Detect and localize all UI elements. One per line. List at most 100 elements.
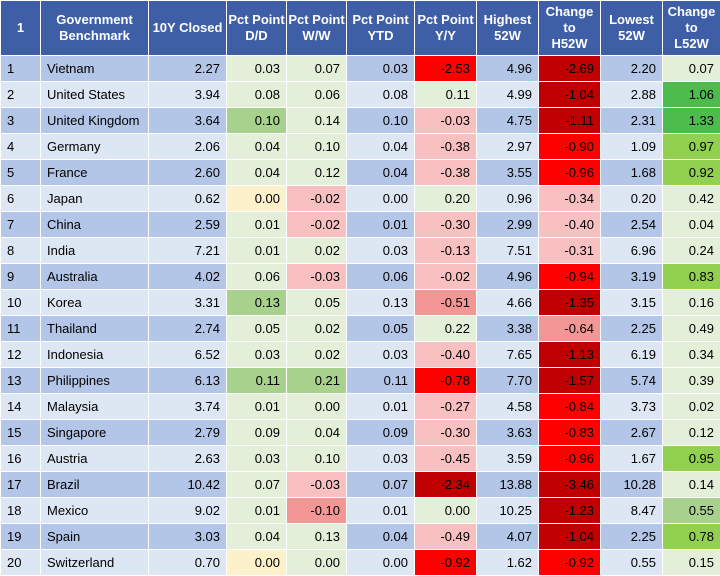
closed-10y: 3.94 [148,81,227,108]
table-row: 17 Brazil 10.42 0.07 -0.03 0.07 -2.34 13.88 -3.4… [0,471,720,498]
lowest-52w: 2.25 [600,523,663,550]
row-index: 12 [0,341,41,368]
closed-10y: 2.27 [148,55,227,82]
header-yy: Pct Point Y/Y [414,0,477,56]
change-h52w: -0.64 [538,315,601,342]
pct-yy: -0.13 [414,237,477,264]
pct-ww: -0.03 [286,471,347,498]
pct-ww: 0.02 [286,341,347,368]
change-l52w: 0.97 [662,133,720,160]
table-row: 7 China 2.59 0.01 -0.02 0.01 -0.30 2.99 -0.40 2.5… [0,211,720,238]
lowest-52w: 3.19 [600,263,663,290]
country-name: China [40,211,149,238]
row-index: 7 [0,211,41,238]
pct-dd: 0.09 [226,419,287,446]
table-row: 4 Germany 2.06 0.04 0.10 0.04 -0.38 2.97 -0.90 1.… [0,133,720,160]
pct-yy: -0.38 [414,133,477,160]
pct-ytd: 0.09 [346,419,415,446]
pct-ytd: 0.03 [346,341,415,368]
change-l52w: 0.78 [662,523,720,550]
change-l52w: 0.02 [662,393,720,420]
change-l52w: 0.12 [662,419,720,446]
header-high52: Highest 52W [476,0,539,56]
row-index: 14 [0,393,41,420]
pct-yy: -0.30 [414,419,477,446]
closed-10y: 2.06 [148,133,227,160]
change-l52w: 0.92 [662,159,720,186]
closed-10y: 3.03 [148,523,227,550]
header-index: 1 [0,0,41,56]
country-name: Indonesia [40,341,149,368]
change-h52w: -0.90 [538,133,601,160]
row-index: 6 [0,185,41,212]
change-h52w: -3.46 [538,471,601,498]
country-name: Switzerland [40,549,149,576]
row-index: 13 [0,367,41,394]
change-l52w: 0.16 [662,289,720,316]
change-h52w: -0.96 [538,159,601,186]
table-row: 8 India 7.21 0.01 0.02 0.03 -0.13 7.51 -0.31 6.96… [0,237,720,264]
header-ytd: Pct Point YTD [346,0,415,56]
country-name: Malaysia [40,393,149,420]
highest-52w: 3.55 [476,159,539,186]
country-name: Germany [40,133,149,160]
header-change-h52: Change to H52W [538,0,601,56]
pct-ww: 0.00 [286,393,347,420]
lowest-52w: 10.28 [600,471,663,498]
pct-yy: -0.27 [414,393,477,420]
lowest-52w: 2.54 [600,211,663,238]
table-row: 2 United States 3.94 0.08 0.06 0.08 0.11 4.99 -1… [0,81,720,108]
country-name: United States [40,81,149,108]
lowest-52w: 6.19 [600,341,663,368]
table-row: 5 France 2.60 0.04 0.12 0.04 -0.38 3.55 -0.96 1.6… [0,159,720,186]
pct-ww: 0.13 [286,523,347,550]
table-row: 9 Australia 4.02 0.06 -0.03 0.06 -0.02 4.96 -0.9… [0,263,720,290]
pct-ytd: 0.01 [346,211,415,238]
row-index: 16 [0,445,41,472]
change-h52w: -0.96 [538,445,601,472]
change-h52w: -0.94 [538,263,601,290]
header-benchmark: Government Benchmark [40,0,149,56]
change-l52w: 1.06 [662,81,720,108]
closed-10y: 2.79 [148,419,227,446]
lowest-52w: 2.25 [600,315,663,342]
change-h52w: -1.35 [538,289,601,316]
pct-dd: 0.08 [226,81,287,108]
closed-10y: 3.74 [148,393,227,420]
table-row: 12 Indonesia 6.52 0.03 0.02 0.03 -0.40 7.65 -1.1… [0,341,720,368]
pct-dd: 0.04 [226,523,287,550]
row-index: 10 [0,289,41,316]
pct-yy: -0.51 [414,289,477,316]
pct-dd: 0.00 [226,185,287,212]
lowest-52w: 8.47 [600,497,663,524]
pct-dd: 0.01 [226,237,287,264]
pct-ytd: 0.00 [346,185,415,212]
highest-52w: 7.70 [476,367,539,394]
row-index: 15 [0,419,41,446]
change-h52w: -0.83 [538,419,601,446]
change-h52w: -0.92 [538,549,601,576]
pct-ww: -0.02 [286,185,347,212]
pct-yy: -0.03 [414,107,477,134]
change-h52w: -1.04 [538,523,601,550]
pct-ww: 0.02 [286,237,347,264]
pct-dd: 0.01 [226,497,287,524]
pct-ytd: 0.03 [346,237,415,264]
pct-ytd: 0.04 [346,159,415,186]
row-index: 3 [0,107,41,134]
pct-ytd: 0.07 [346,471,415,498]
header-ww: Pct Point W/W [286,0,347,56]
row-index: 1 [0,55,41,82]
pct-yy: -0.49 [414,523,477,550]
country-name: Vietnam [40,55,149,82]
table-row: 10 Korea 3.31 0.13 0.05 0.13 -0.51 4.66 -1.35 3.1… [0,289,720,316]
pct-ww: 0.06 [286,81,347,108]
country-name: Brazil [40,471,149,498]
pct-ytd: 0.10 [346,107,415,134]
pct-dd: 0.03 [226,55,287,82]
pct-yy: -0.45 [414,445,477,472]
lowest-52w: 2.88 [600,81,663,108]
pct-ytd: 0.00 [346,549,415,576]
pct-dd: 0.05 [226,315,287,342]
